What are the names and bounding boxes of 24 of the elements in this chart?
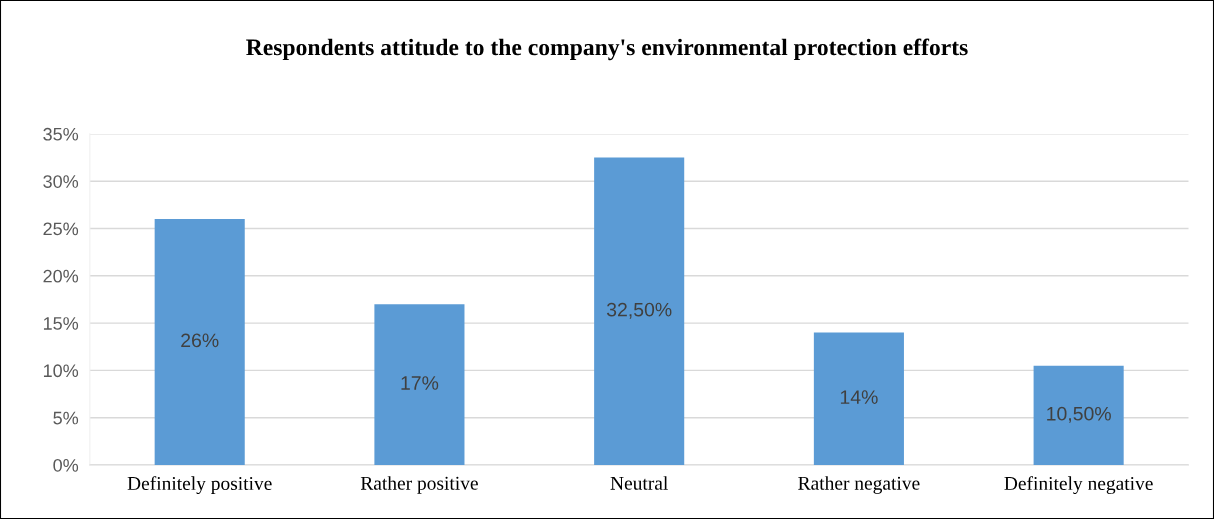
bar (1033, 365, 1124, 466)
y-tick-label: 20% (43, 269, 79, 283)
y-tick-label: 5% (53, 411, 79, 425)
bar (594, 157, 685, 466)
bar (154, 219, 245, 466)
data-label: 10,50% (1047, 406, 1111, 423)
y-tick-label: 10% (43, 364, 79, 378)
x-tick-label: Definitely negative (1004, 476, 1153, 495)
x-tick-label: Rather negative (798, 476, 920, 494)
data-label: 17% (401, 376, 439, 390)
y-tick-label: 25% (43, 222, 79, 236)
bar (374, 304, 465, 466)
y-tick-label: 0% (53, 458, 79, 472)
bar (813, 332, 904, 466)
y-tick-label: 30% (43, 175, 79, 188)
data-label: 26% (181, 333, 219, 348)
x-tick-label: Definitely positive (127, 476, 272, 495)
data-label: 14% (840, 390, 878, 404)
data-label: 32,50% (606, 302, 672, 319)
x-tick-label: Rather positive (360, 476, 478, 494)
y-tick-label: 15% (43, 317, 79, 330)
x-tick-label: Neutral (610, 476, 668, 490)
chart-title: Respondents attitude to the company's environmental protection efforts (246, 38, 968, 61)
y-tick-label: 35% (43, 127, 79, 141)
